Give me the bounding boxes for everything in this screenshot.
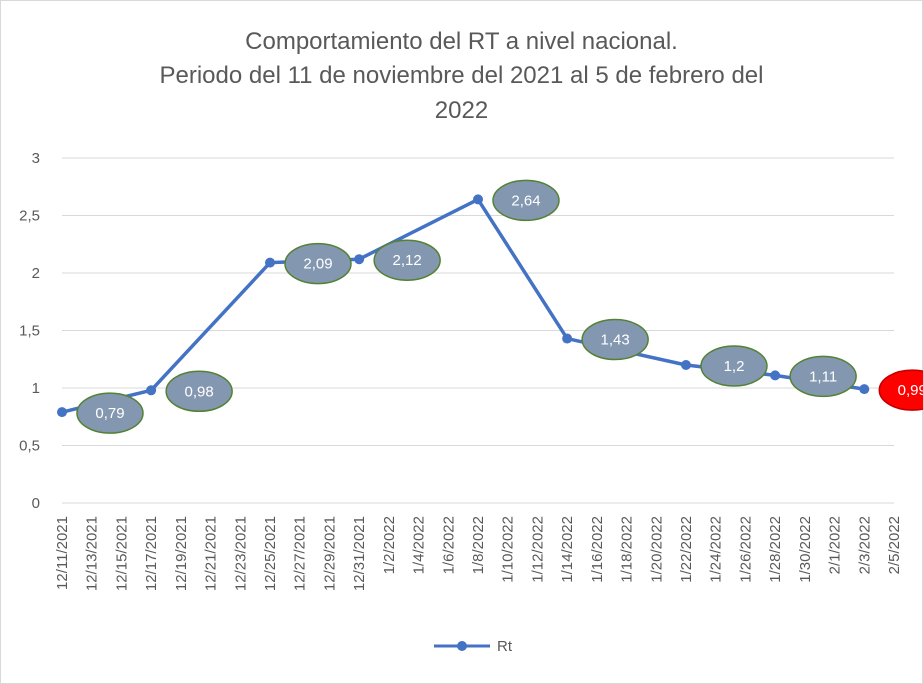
data-point <box>354 254 365 265</box>
data-label: 1,43 <box>601 332 630 349</box>
x-tick-label: 1/20/2022 <box>648 516 665 583</box>
y-tick-label: 2 <box>32 265 40 282</box>
x-tick-label: 1/4/2022 <box>411 516 428 574</box>
data-point <box>681 360 691 370</box>
x-tick-label: 12/15/2021 <box>113 516 130 591</box>
x-tick-label: 12/13/2021 <box>84 516 101 591</box>
x-tick-label: 1/12/2022 <box>529 516 546 583</box>
y-tick-label: 3 <box>32 150 40 167</box>
x-tick-label: 1/28/2022 <box>767 516 784 583</box>
x-tick-label: 1/30/2022 <box>797 516 814 583</box>
data-label-bubble <box>700 345 768 387</box>
data-label: 2,12 <box>393 252 422 269</box>
legend-line-marker <box>434 641 490 651</box>
x-tick-label: 1/18/2022 <box>619 516 636 583</box>
data-label: 2,64 <box>511 192 540 209</box>
x-tick-label: 12/11/2021 <box>54 516 71 590</box>
x-tick-label: 1/24/2022 <box>708 516 725 583</box>
data-label-bubble <box>284 242 352 285</box>
x-tick-label: 12/25/2021 <box>262 516 279 591</box>
data-label-bubble <box>492 179 560 222</box>
data-label: 1,2 <box>724 358 745 375</box>
y-tick-label: 0 <box>32 495 40 512</box>
data-point <box>562 333 573 344</box>
data-point <box>57 407 67 418</box>
data-label: 1,11 <box>809 368 837 385</box>
x-tick-label: 1/16/2022 <box>589 516 606 583</box>
data-label-bubble <box>878 369 923 411</box>
data-label-bubble <box>373 239 441 281</box>
x-tick-label: 2/3/2022 <box>856 516 873 574</box>
data-label-bubble <box>165 370 233 413</box>
x-tick-label: 1/14/2022 <box>559 516 576 583</box>
x-tick-label: 12/23/2021 <box>232 516 249 591</box>
data-label: 0,79 <box>95 405 124 422</box>
x-tick-label: 12/21/2021 <box>203 516 220 591</box>
data-label-bubble <box>76 392 144 434</box>
data-point <box>859 384 870 395</box>
x-tick-label: 1/6/2022 <box>440 516 457 574</box>
x-tick-label: 1/2/2022 <box>381 516 398 574</box>
data-point <box>473 194 483 205</box>
data-label-bubble <box>789 355 857 398</box>
legend: Rt <box>433 636 512 656</box>
data-label: 2,09 <box>303 256 332 273</box>
x-tick-label: 2/5/2022 <box>886 516 903 574</box>
x-tick-label: 1/26/2022 <box>737 516 754 583</box>
y-tick-label: 1,5 <box>19 323 40 340</box>
data-point <box>770 370 781 381</box>
data-point <box>265 257 275 268</box>
x-tick-label: 12/27/2021 <box>292 516 309 591</box>
y-tick-label: 1 <box>32 380 40 397</box>
y-tick-label: 2,5 <box>19 208 40 225</box>
data-point <box>146 385 157 396</box>
legend-label-rt: Rt <box>497 637 512 655</box>
data-label-bubble <box>581 318 649 361</box>
chart-title-line-3: 2022 <box>434 97 489 124</box>
data-label: 0,99 <box>898 382 923 399</box>
x-tick-label: 12/17/2021 <box>143 516 160 591</box>
x-tick-label: 1/8/2022 <box>470 516 487 574</box>
x-tick-label: 12/31/2021 <box>351 516 368 591</box>
x-tick-label: 12/29/2021 <box>321 516 338 591</box>
x-tick-label: 2/1/2022 <box>827 516 844 574</box>
x-tick-label: 1/22/2022 <box>678 516 695 583</box>
x-tick-label: 1/10/2022 <box>500 516 517 583</box>
chart-title-line-2: Periodo del 11 de noviembre del 2021 al … <box>159 62 764 89</box>
x-tick-label: 12/19/2021 <box>173 516 190 591</box>
y-tick-label: 0,5 <box>19 438 40 455</box>
chart-title-line-1: Comportamiento del RT a nivel nacional. <box>245 28 678 55</box>
data-label: 0,98 <box>185 383 214 400</box>
